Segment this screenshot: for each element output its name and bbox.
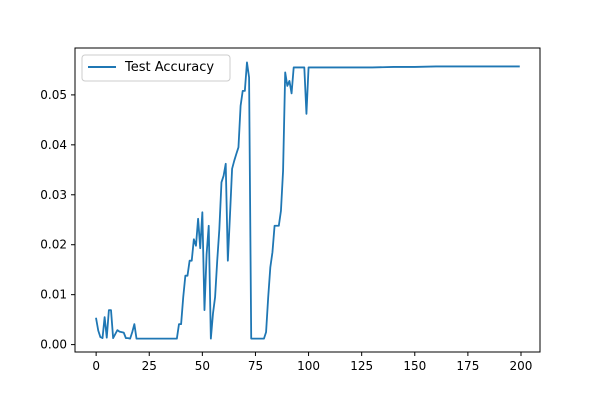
y-tick-label: 0.01 [40, 288, 67, 302]
x-tick-label: 200 [510, 359, 533, 373]
x-axis: 0 25 50 75 100 125 150 175 200 [92, 352, 532, 373]
y-tick-label: 0.03 [40, 188, 67, 202]
x-tick-label: 175 [456, 359, 479, 373]
x-tick-label: 75 [248, 359, 263, 373]
axes-frame [74, 47, 541, 353]
y-tick-label: 0.05 [40, 88, 67, 102]
x-tick-label: 25 [142, 359, 157, 373]
plot-area [95, 61, 520, 340]
y-tick-label: 0.02 [40, 238, 67, 252]
legend-box [81, 54, 231, 82]
y-tick-label: 0.04 [40, 138, 67, 152]
legend: Test Accuracy [81, 54, 231, 82]
series-line-test-accuracy [95, 61, 520, 340]
x-tick-label: 0 [92, 359, 100, 373]
legend-label: Test Accuracy [124, 60, 214, 75]
x-tick-label: 50 [195, 359, 210, 373]
x-tick-label: 150 [403, 359, 426, 373]
y-tick-label: 0.00 [40, 338, 67, 352]
x-tick-label: 125 [350, 359, 373, 373]
y-axis: 0.00 0.01 0.02 0.03 0.04 0.05 [40, 88, 75, 352]
x-tick-label: 100 [297, 359, 320, 373]
